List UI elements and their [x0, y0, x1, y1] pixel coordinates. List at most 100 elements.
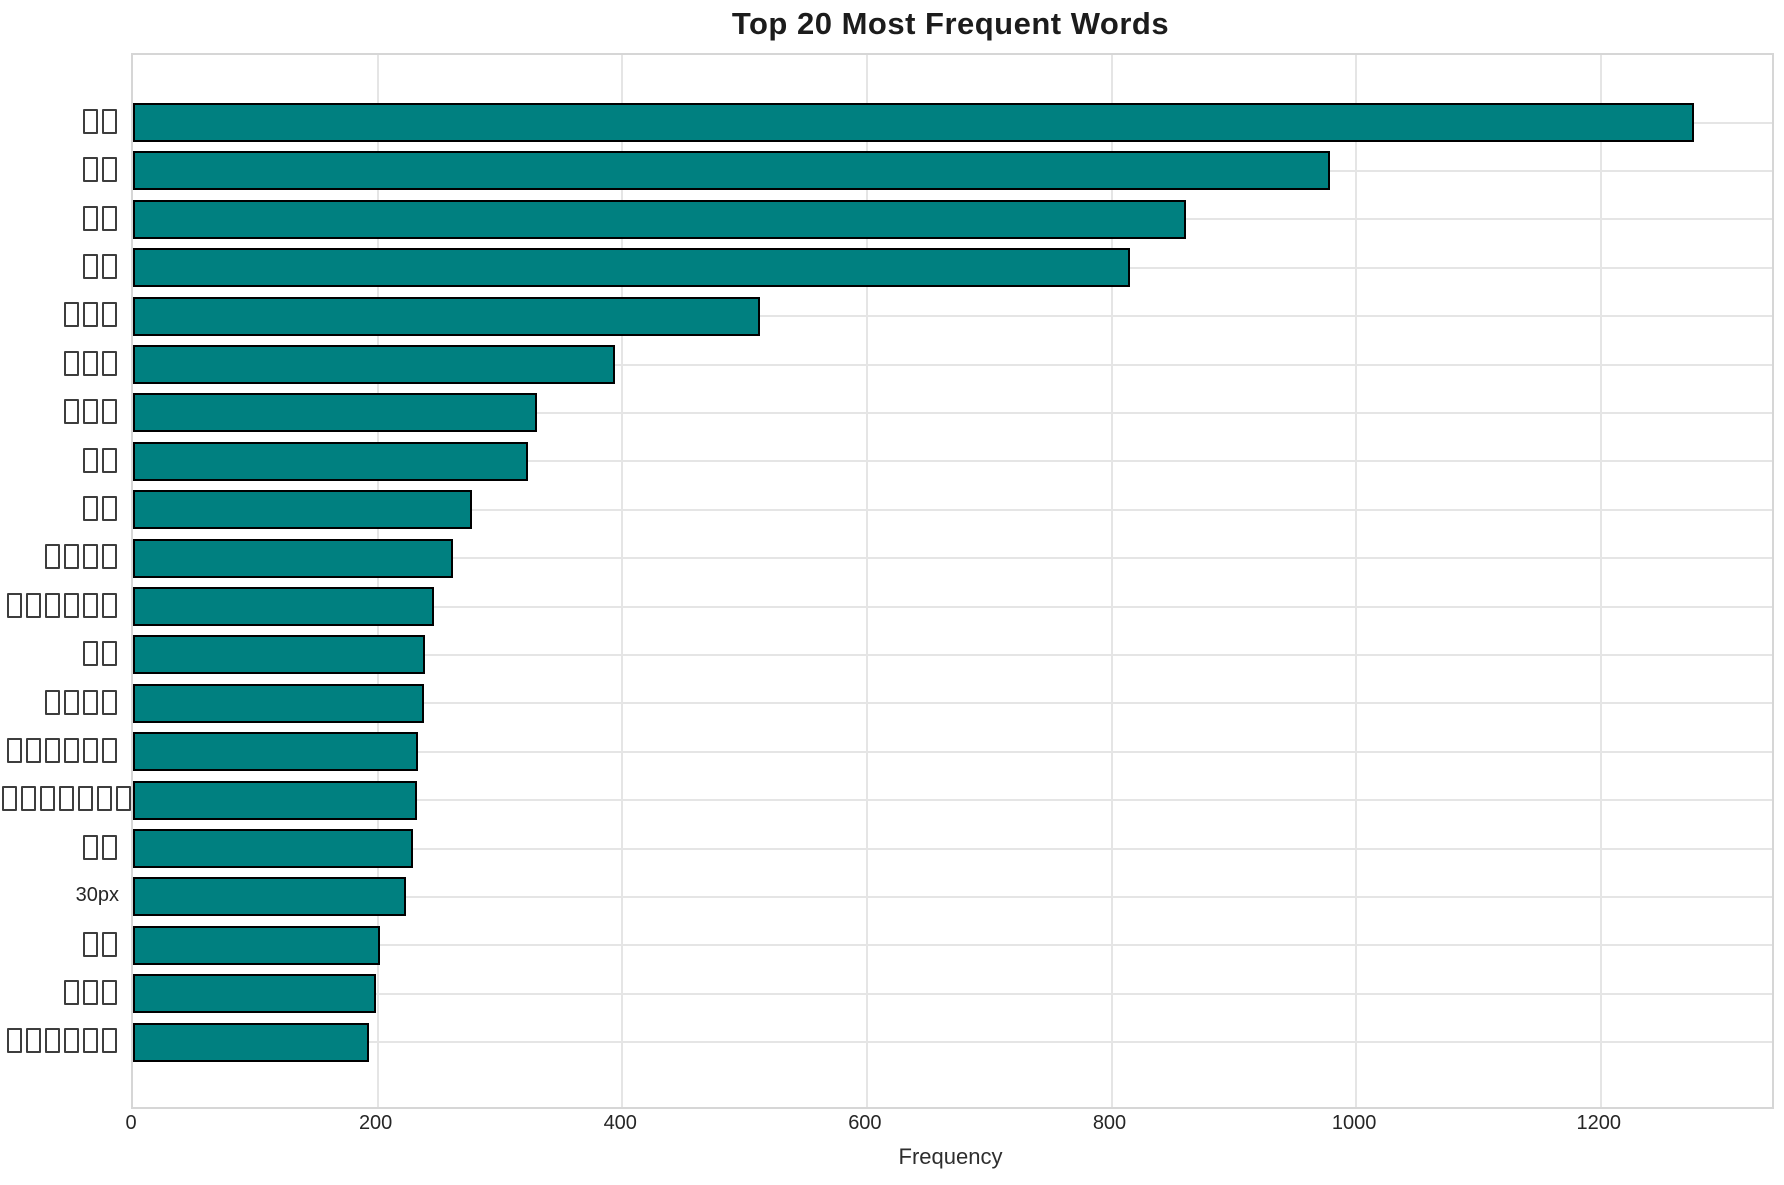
gridline-horizontal — [133, 460, 1772, 463]
missing-glyph-box — [83, 447, 98, 473]
bar — [133, 635, 426, 675]
missing-glyph-box — [102, 737, 117, 763]
gridline-horizontal — [133, 1041, 1772, 1044]
gridline-vertical — [1355, 55, 1358, 1107]
missing-glyph-box — [102, 205, 117, 231]
missing-glyph-box — [64, 737, 79, 763]
gridline-horizontal — [133, 315, 1772, 318]
y-tick-label — [0, 976, 119, 1008]
y-tick-label — [0, 782, 150, 814]
bar — [133, 441, 529, 481]
y-tick-label — [0, 540, 119, 572]
gridline-horizontal — [133, 653, 1772, 656]
missing-glyph-box — [83, 689, 98, 715]
gridline-horizontal — [133, 750, 1772, 753]
bar — [133, 925, 381, 965]
bar — [133, 296, 761, 336]
x-tick-label: 800 — [1092, 1112, 1127, 1134]
missing-glyph-box — [64, 350, 79, 376]
y-tick-label — [0, 201, 119, 233]
missing-glyph-box — [40, 786, 55, 812]
bar — [133, 538, 454, 578]
bar — [133, 1022, 370, 1062]
missing-glyph-box — [83, 157, 98, 183]
missing-glyph-box — [7, 737, 22, 763]
missing-glyph-box — [102, 253, 117, 279]
missing-glyph-box — [83, 641, 98, 667]
x-tick-label: 600 — [848, 1112, 882, 1134]
bar — [133, 345, 615, 384]
gridline-horizontal — [133, 508, 1772, 511]
bar — [133, 490, 472, 530]
missing-glyph-box — [78, 786, 93, 812]
missing-glyph-box — [102, 544, 117, 570]
missing-glyph-box — [64, 979, 79, 1005]
y-tick-label — [0, 637, 119, 669]
bar — [133, 103, 1694, 142]
missing-glyph-box — [83, 108, 98, 134]
missing-glyph-box — [83, 205, 98, 231]
missing-glyph-box — [59, 786, 74, 812]
x-tick-label: 200 — [358, 1112, 393, 1134]
missing-glyph-box — [21, 786, 36, 812]
gridline-horizontal — [133, 895, 1772, 898]
missing-glyph-box — [64, 689, 79, 715]
plot-area — [131, 53, 1774, 1109]
missing-glyph-box — [45, 689, 60, 715]
missing-glyph-box — [102, 931, 117, 957]
missing-glyph-box — [45, 737, 60, 763]
gridline-vertical — [621, 55, 624, 1107]
y-tick-label — [0, 395, 119, 427]
y-tick-label — [0, 105, 119, 137]
bar — [133, 683, 425, 723]
chart-title: Top 20 Most Frequent Words — [731, 6, 1170, 41]
missing-glyph-box — [83, 979, 98, 1005]
missing-glyph-box — [64, 302, 79, 328]
y-tick-label — [0, 927, 119, 959]
missing-glyph-box — [45, 544, 60, 570]
missing-glyph-box — [26, 737, 41, 763]
missing-glyph-box — [97, 786, 112, 812]
missing-glyph-box — [102, 350, 117, 376]
missing-glyph-box — [83, 350, 98, 376]
missing-glyph-box — [102, 108, 117, 134]
missing-glyph-box — [102, 834, 117, 860]
y-tick-label — [0, 250, 119, 282]
bar — [133, 248, 1130, 288]
bar — [133, 974, 377, 1014]
y-tick-label — [0, 153, 119, 185]
missing-glyph-box — [102, 592, 117, 618]
bar — [133, 877, 406, 917]
missing-glyph-box — [7, 592, 22, 618]
missing-glyph-box — [64, 399, 79, 425]
missing-glyph-box — [64, 1028, 79, 1054]
missing-glyph-box — [102, 979, 117, 1005]
missing-glyph-box — [116, 786, 131, 812]
bar — [133, 780, 417, 820]
missing-glyph-box — [83, 253, 98, 279]
gridline-horizontal — [133, 799, 1772, 802]
gridline-horizontal — [133, 557, 1772, 560]
missing-glyph-box — [102, 1028, 117, 1054]
missing-glyph-box — [102, 302, 117, 328]
gridline-vertical — [1110, 55, 1113, 1107]
x-tick-label: 1200 — [1576, 1112, 1622, 1134]
missing-glyph-box — [102, 399, 117, 425]
y-tick-label — [0, 443, 119, 475]
bar — [133, 151, 1331, 191]
missing-glyph-box — [26, 1028, 41, 1054]
y-tick-label — [0, 1024, 119, 1056]
bar — [133, 587, 434, 626]
bar — [133, 732, 418, 772]
missing-glyph-box — [83, 495, 98, 521]
missing-glyph-box — [102, 495, 117, 521]
y-tick-label — [0, 685, 119, 717]
gridline-horizontal — [133, 605, 1772, 608]
x-axis-tick-labels: 0 200 400 600 800 1000 1200 — [0, 1112, 1784, 1142]
y-tick-label — [0, 347, 119, 379]
missing-glyph-box — [102, 689, 117, 715]
missing-glyph-box — [83, 931, 98, 957]
gridline-horizontal — [133, 944, 1772, 947]
x-tick-label: 400 — [603, 1112, 637, 1134]
